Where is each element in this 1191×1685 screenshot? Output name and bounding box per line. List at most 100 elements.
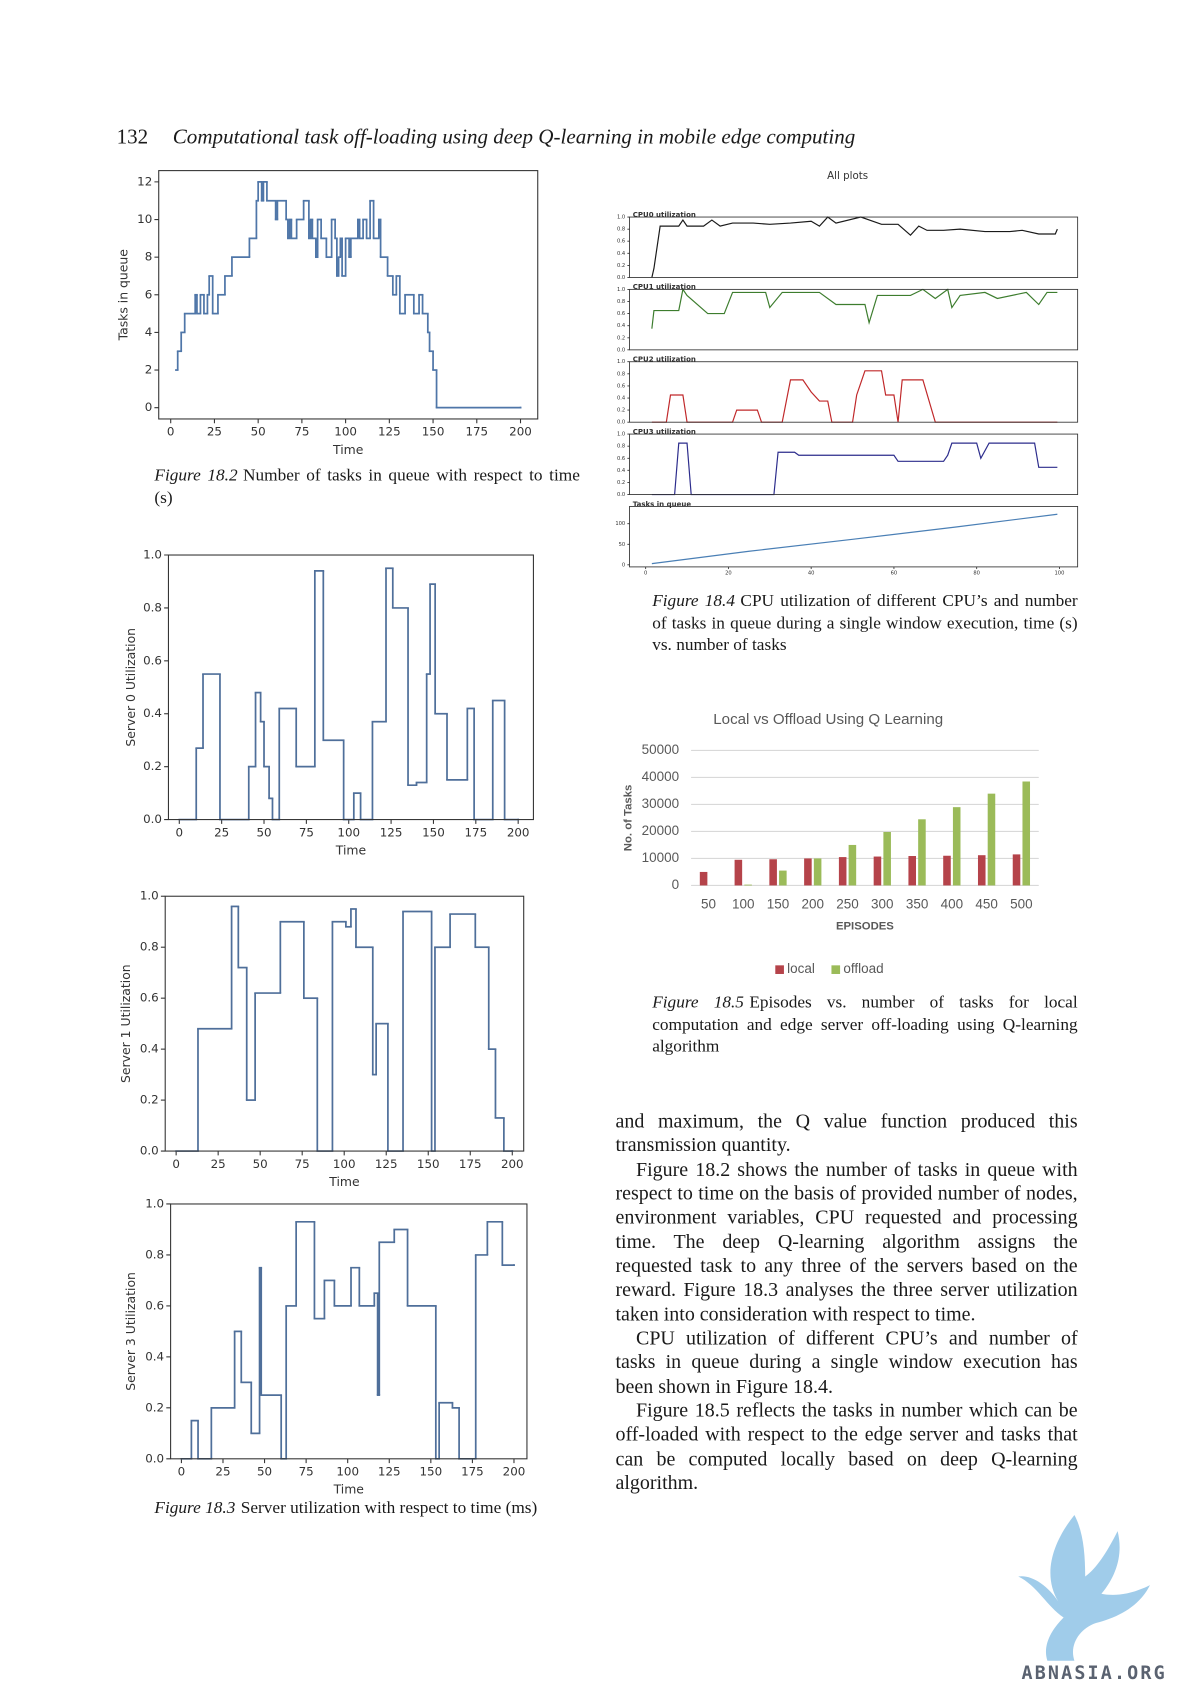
y-tick-label: 0.0	[617, 420, 625, 426]
y-tick-label: 0	[145, 400, 153, 414]
y-tick-label: 0.8	[617, 299, 625, 305]
x-tick-label: 150	[417, 1157, 440, 1171]
body-text: and maximum, the Q value function produc…	[615, 1110, 1077, 1496]
y-tick-label: 0.8	[617, 371, 625, 377]
y-tick-label: 0.6	[617, 383, 625, 389]
x-tick-label: 50	[256, 825, 271, 839]
series	[651, 287, 1058, 329]
x-tick-label: 50	[253, 1157, 268, 1171]
x-tick-label: 200	[507, 825, 530, 839]
y-tick-label: 0.8	[140, 940, 159, 954]
x-tick-label: 125	[378, 1465, 401, 1479]
y-tick-label: 50000	[642, 742, 680, 757]
x-tick-label: 50	[257, 1465, 272, 1479]
x-tick-label: 300	[871, 896, 894, 911]
y-tick-label: 0.0	[145, 1451, 164, 1465]
y-tick-label: 0.6	[617, 239, 625, 245]
series	[175, 905, 514, 1152]
y-tick-label: 0.4	[143, 706, 162, 720]
y-axis-label: Server 3 Utilization	[123, 1272, 138, 1391]
y-tick-label: 0.4	[145, 1349, 164, 1363]
paragraph: and maximum, the Q value function produc…	[615, 1111, 1078, 1157]
running-title: Computational task off-loading using dee…	[172, 126, 856, 150]
watermark-logo	[1018, 1514, 1150, 1661]
x-tick-label: 250	[836, 896, 859, 911]
bar	[873, 856, 882, 886]
y-tick-label: 6	[145, 287, 153, 301]
y-tick-label: 0.4	[617, 323, 625, 329]
plot-frame	[629, 288, 1079, 351]
x-axis-label: Time	[333, 1482, 364, 1497]
y-tick-label: 0.2	[140, 1093, 159, 1107]
x-tick-label: 25	[214, 825, 229, 839]
bar	[1012, 854, 1021, 886]
legend-label: local	[787, 961, 815, 976]
x-tick-label: 100	[732, 896, 755, 911]
y-tick-label: 0.4	[140, 1042, 159, 1056]
bar	[977, 855, 986, 886]
bar	[883, 831, 891, 886]
y-tick-label: 1.0	[617, 359, 625, 365]
y-tick-label: 0.8	[143, 600, 162, 614]
x-tick-label: 150	[422, 425, 445, 439]
y-tick-label: 50	[619, 542, 626, 548]
plot-frame	[629, 505, 1079, 568]
series-line	[651, 370, 1058, 423]
y-axis-label: Server 1 Utilization	[118, 964, 133, 1083]
y-tick-label: 0.0	[143, 812, 162, 826]
series	[651, 513, 1058, 565]
x-tick-label: 75	[299, 1465, 314, 1479]
series	[178, 567, 520, 821]
x-tick-label: 50	[251, 425, 266, 439]
y-tick-label: 0.6	[140, 991, 159, 1005]
y-tick-label: 0	[622, 562, 625, 568]
series	[180, 1220, 515, 1460]
x-tick-label: 150	[767, 896, 790, 911]
subplot-title: CPU1 utilization	[633, 282, 696, 291]
y-axis-label: Tasks in queue	[116, 249, 131, 341]
y-tick-label: 0.2	[145, 1400, 164, 1414]
x-tick-label: 60	[891, 570, 898, 576]
y-tick-label: 0.0	[140, 1144, 159, 1158]
watermark: ABNASIA.ORG	[1021, 1662, 1167, 1685]
x-tick-label: 75	[299, 825, 314, 839]
y-tick-label: 0.0	[617, 275, 625, 281]
y-tick-label: 1.0	[617, 432, 625, 438]
plot-frame	[629, 361, 1079, 423]
x-tick-label: 100	[334, 425, 357, 439]
y-tick-label: 0.2	[617, 335, 625, 341]
x-tick-label: 200	[802, 896, 825, 911]
y-tick-label: 0.6	[143, 653, 162, 667]
bar	[779, 870, 787, 886]
bar	[943, 855, 951, 886]
caption-text: CPU utilization of different CPU’s and n…	[652, 591, 1078, 655]
y-tick-label: 2	[145, 363, 153, 377]
y-tick-label: 8	[145, 250, 153, 264]
x-tick-label: 400	[941, 896, 963, 911]
x-tick-label: 75	[294, 425, 309, 439]
plot-frame	[170, 1203, 528, 1460]
x-tick-label: 100	[1054, 570, 1064, 576]
y-tick-label: 1.0	[140, 889, 159, 903]
y-axis-label: No. of Tasks	[622, 785, 634, 852]
x-tick-label: 125	[378, 425, 401, 439]
y-tick-label: 0.8	[145, 1247, 164, 1261]
x-tick-label: 75	[295, 1157, 310, 1171]
bar	[908, 856, 916, 886]
y-tick-label: 0.2	[617, 408, 625, 414]
series-line	[651, 216, 1058, 278]
x-tick-label: 25	[207, 425, 222, 439]
y-tick-label: 0.0	[617, 347, 625, 353]
plot-frame	[164, 895, 525, 1152]
figure-caption: Figure 18.2 Number of tasks in queue with…	[154, 465, 579, 509]
y-tick-label: 0.8	[617, 227, 625, 233]
plot-frame	[629, 433, 1079, 495]
caption-label: Figure 18.5	[652, 993, 744, 1012]
series-line	[651, 442, 1058, 496]
legend-swatch	[831, 965, 841, 974]
y-tick-label: 4	[145, 325, 153, 339]
series-line	[651, 513, 1058, 565]
x-axis-label: Time	[332, 442, 363, 457]
